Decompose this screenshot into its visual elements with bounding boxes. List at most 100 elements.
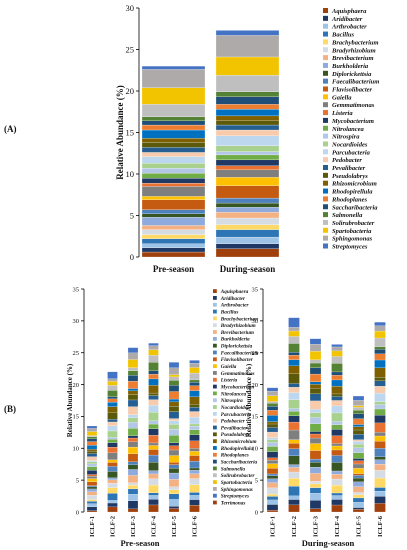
- bar-segment: [374, 401, 386, 405]
- bar-segment: [266, 446, 279, 452]
- bar-segment: [189, 448, 200, 452]
- bar-segment: [266, 451, 279, 458]
- bar-segment: [141, 65, 206, 70]
- legend-label: Bradyrhizobium: [220, 323, 256, 329]
- bar-segment: [352, 407, 365, 411]
- bar-segment: [266, 387, 279, 392]
- bar-segment: [266, 439, 279, 443]
- bar-segment: [352, 426, 365, 431]
- bar-segment: [331, 445, 343, 451]
- legend-label: Flavisolibacter: [332, 87, 373, 94]
- bar-segment: [148, 423, 159, 429]
- bar-segment: [331, 424, 343, 430]
- bar-segment: [141, 104, 206, 117]
- bar-segment: [331, 492, 343, 496]
- bar-segment: [168, 391, 180, 400]
- legend-label: Brevibacterium: [331, 55, 374, 62]
- legend-label: Pevalibacter: [332, 165, 366, 172]
- bar-segment: [148, 392, 159, 396]
- bar-segment: [374, 456, 386, 460]
- bar-segment: [168, 401, 180, 407]
- bar-segment: [86, 453, 98, 457]
- x-tick-label: ICLF-4: [151, 515, 158, 537]
- legend-label: Spartobacteria: [332, 228, 372, 235]
- bar-segment: [148, 435, 159, 444]
- x-tick-label: ICLF-6: [192, 515, 199, 537]
- bar-segment: [148, 362, 159, 371]
- bar-segment: [352, 458, 365, 461]
- bar-segment: [215, 129, 280, 136]
- bar-segment: [141, 209, 206, 214]
- bar-segment: [288, 415, 300, 423]
- bar-segment: [148, 349, 159, 356]
- bar-segment: [107, 471, 118, 478]
- bar-segment: [288, 495, 300, 500]
- bar-segment: [309, 437, 322, 444]
- legend-swatch: [213, 384, 217, 389]
- bar-segment: [374, 464, 386, 471]
- legend-swatch: [323, 8, 328, 13]
- bar-segment: [127, 399, 139, 407]
- bar-segment: [141, 196, 206, 200]
- legend-swatch: [213, 452, 217, 457]
- bar-segment: [309, 381, 322, 385]
- legend-swatch: [323, 62, 328, 68]
- bar-segment: [215, 109, 280, 117]
- legend-swatch: [323, 47, 328, 53]
- bar-segment: [215, 30, 280, 36]
- bar-segment: [107, 378, 118, 382]
- bar-segment: [309, 384, 322, 389]
- bar-segment: [266, 401, 279, 404]
- legend-label: Rhizomicrobium: [221, 439, 257, 445]
- legend-label: Spartobacteria: [221, 480, 253, 486]
- bar-segment: [148, 345, 159, 350]
- chart-b-pre-season: 0 5 10 15 20 25 30 35 Relative Abundance (%) ICLF…: [66, 286, 259, 548]
- legend-swatch: [213, 398, 217, 403]
- bar-segment: [168, 499, 180, 507]
- bar-segment: [189, 478, 200, 485]
- bar-segment: [215, 135, 280, 146]
- bar-segment: [309, 493, 322, 501]
- bar-segment: [215, 243, 280, 249]
- legend-swatch: [213, 289, 217, 293]
- bar-segment: [374, 459, 386, 465]
- legend-swatch: [323, 165, 328, 170]
- bar-segment: [309, 388, 322, 394]
- bar-segment: [148, 449, 159, 456]
- legend-swatch: [323, 227, 328, 233]
- y-tick-label: 10: [126, 169, 135, 179]
- x-tick-label: ICLF-4: [334, 515, 341, 537]
- bar-segment: [266, 410, 279, 416]
- bar-segment: [266, 406, 279, 411]
- bar-segment: [168, 468, 180, 474]
- legend-swatch: [213, 391, 217, 396]
- bar-segment: [168, 406, 180, 412]
- bar-segment: [127, 417, 139, 423]
- legend-swatch: [213, 343, 217, 348]
- y-tick-label: 10: [252, 446, 259, 453]
- bar-segment: [266, 504, 279, 511]
- bar-segment: [266, 496, 279, 501]
- bar-segment: [127, 453, 139, 462]
- bar-segment: [309, 373, 322, 382]
- bar-segment: [309, 423, 322, 432]
- bar-segment: [331, 405, 343, 414]
- bar-segment: [309, 481, 322, 484]
- bar-segment: [86, 503, 98, 507]
- bar-segment: [168, 464, 180, 469]
- legend-swatch: [213, 377, 217, 382]
- bar-segment: [148, 473, 159, 479]
- legend-swatch: [213, 371, 217, 375]
- bar-segment: [189, 396, 200, 405]
- bar-segment: [148, 442, 159, 446]
- bar-segment: [374, 491, 386, 497]
- bar-segment: [189, 379, 200, 383]
- bar-segment: [374, 408, 386, 416]
- bar-segment: [288, 455, 300, 465]
- x-tick-label: During-season: [220, 264, 276, 274]
- bar-segment: [331, 474, 343, 480]
- legend-swatch: [213, 486, 217, 491]
- legend-swatch: [323, 133, 328, 139]
- bar-segment: [215, 197, 280, 204]
- bar-segment: [127, 469, 139, 476]
